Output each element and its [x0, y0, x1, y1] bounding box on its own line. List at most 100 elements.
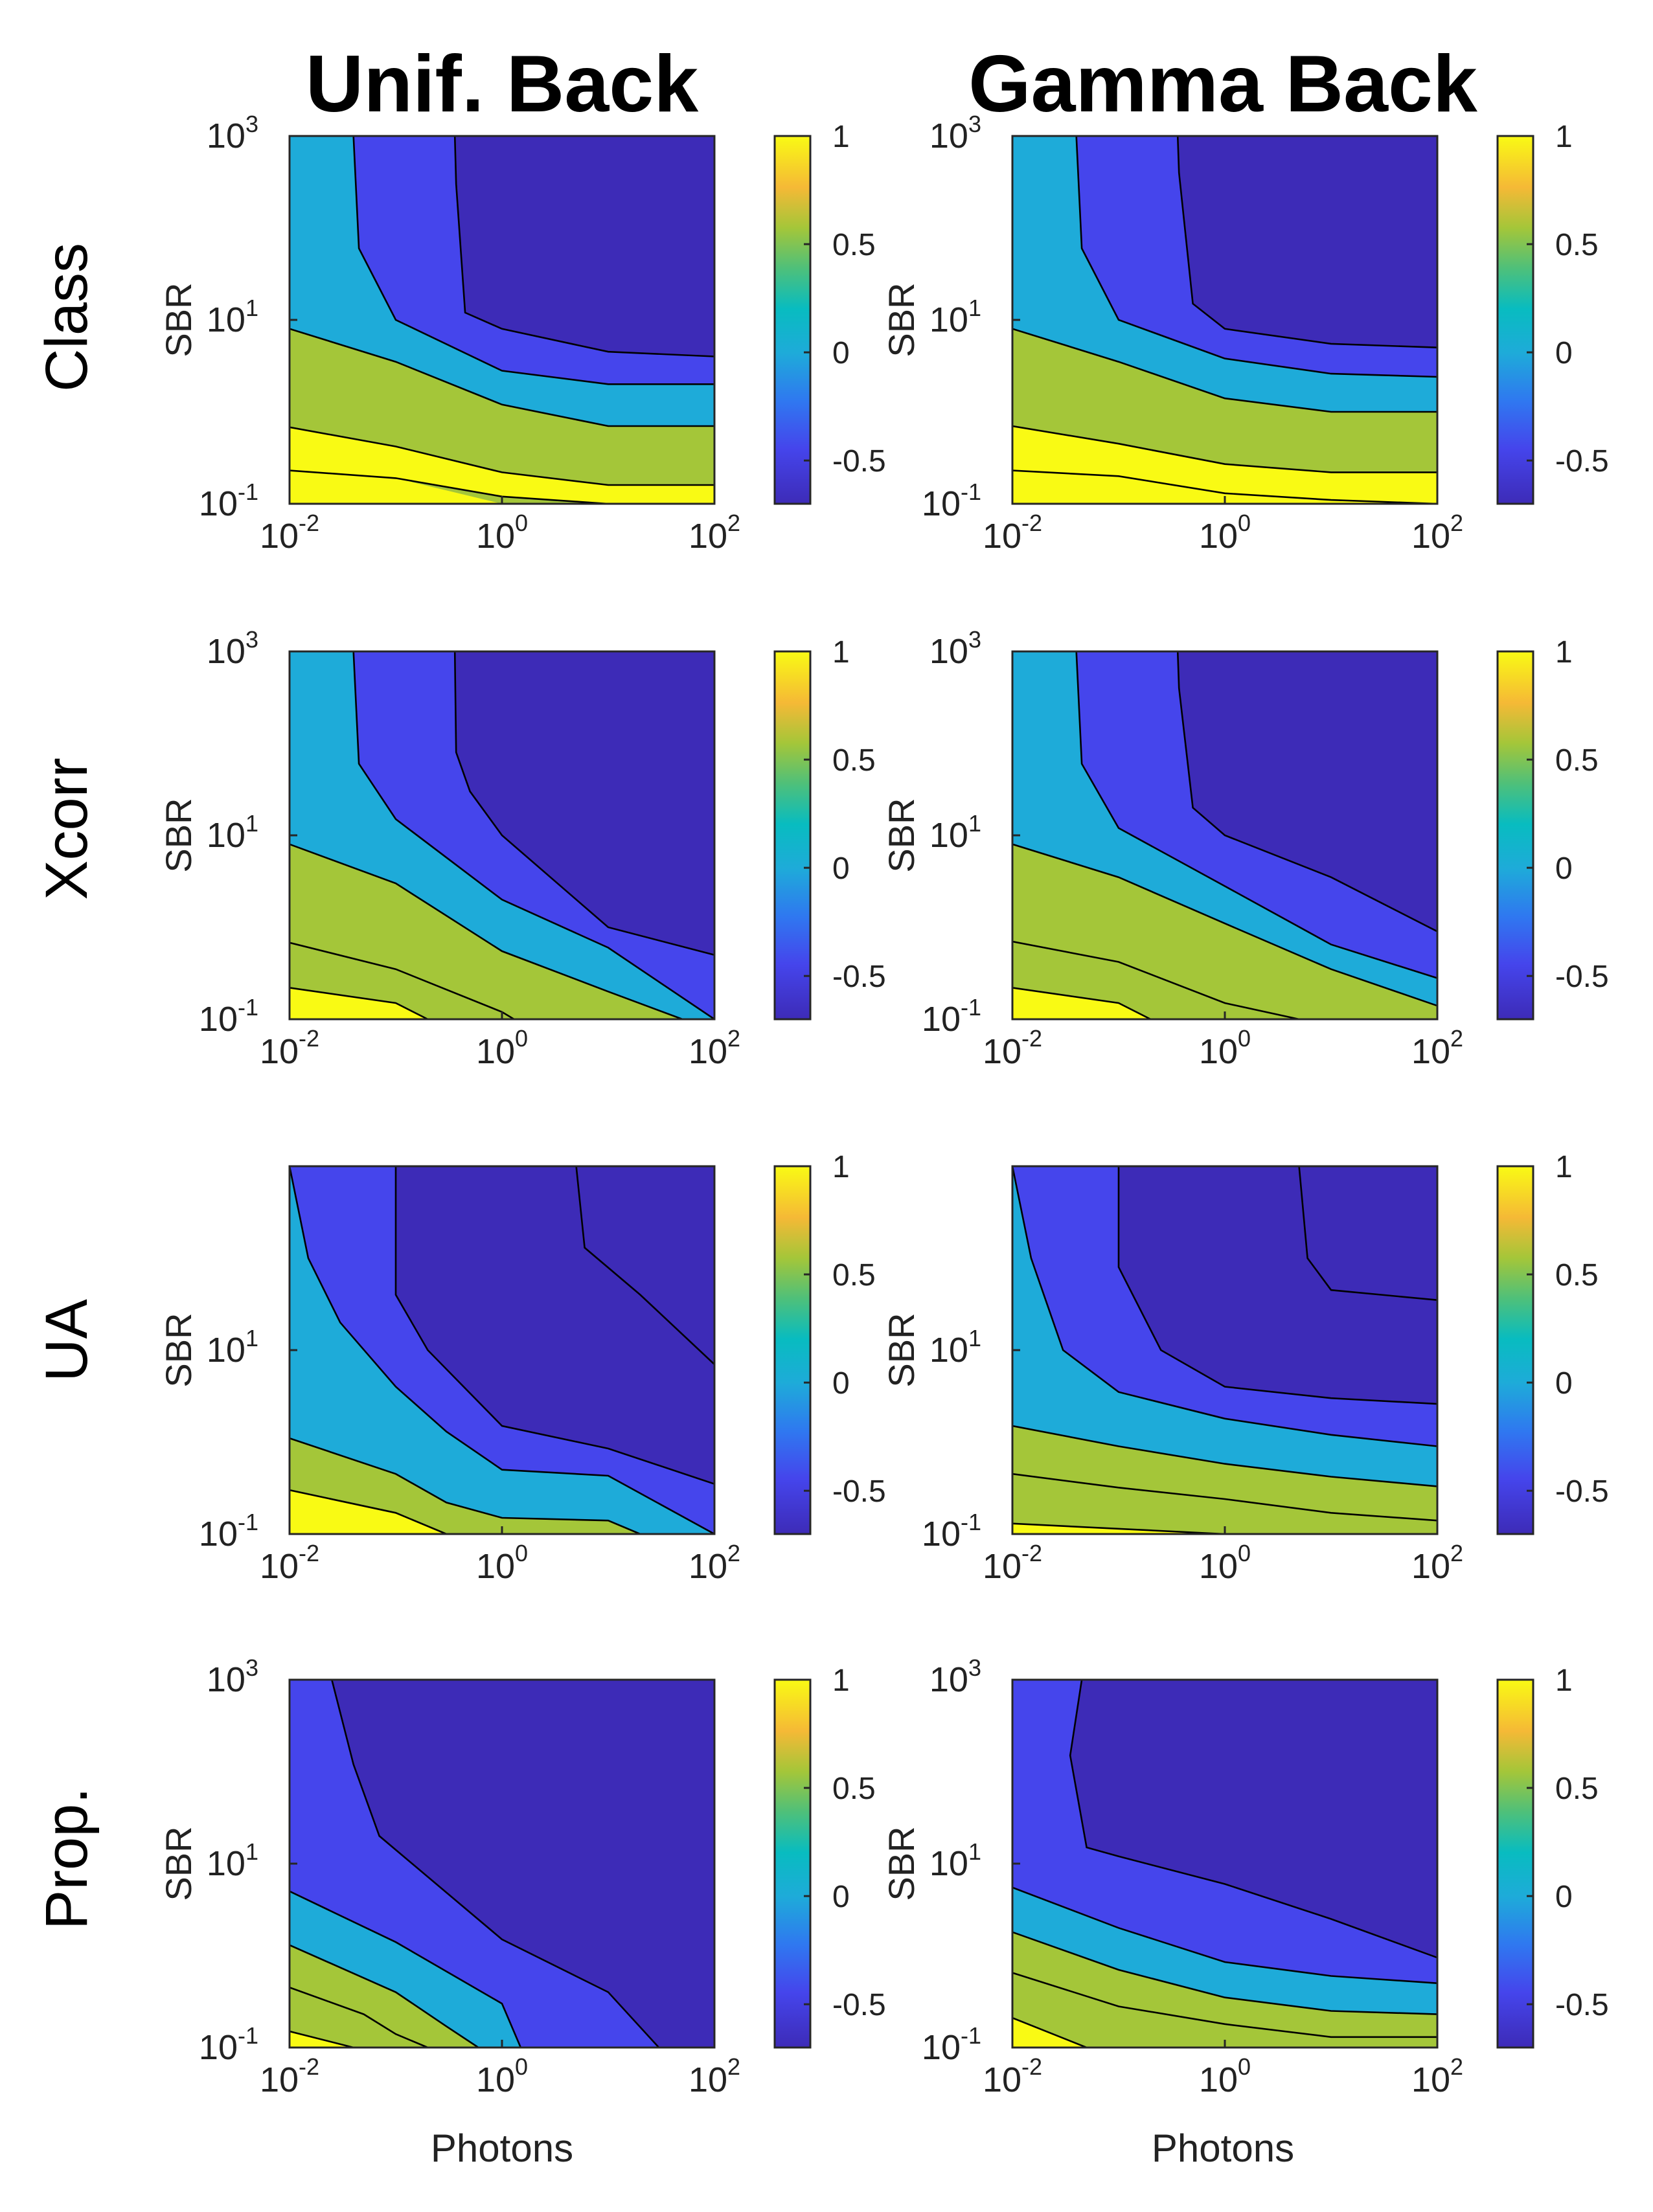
- colorbar: [775, 136, 810, 504]
- y-tick-label: 101: [207, 1325, 258, 1370]
- y-axis-label: SBR: [881, 1313, 922, 1387]
- row-title-ua: UA: [34, 1298, 100, 1381]
- colorbar-tick-label: -0.5: [1555, 960, 1609, 994]
- x-tick-label: 100: [476, 1025, 528, 1071]
- colorbar-tick-label: -0.5: [1555, 444, 1609, 479]
- colorbar-tick-label: 1: [1555, 120, 1573, 154]
- y-axis-label: SBR: [881, 1826, 922, 1901]
- colorbar-frame: [1496, 1165, 1534, 1535]
- x-tick-label: 102: [689, 2053, 740, 2099]
- x-tick-label: 10-2: [983, 510, 1042, 556]
- contour-fills: [1012, 1166, 1437, 1534]
- contour-line: [575, 1166, 714, 1365]
- colorbar-tick-label: -0.5: [832, 444, 886, 479]
- x-tick-label: 102: [1411, 1025, 1463, 1071]
- colorbar: [1498, 651, 1533, 1019]
- colorbar-tick-label: 1: [832, 120, 850, 154]
- contour-fills: [290, 136, 714, 504]
- x-tick-label: 100: [476, 1540, 528, 1586]
- subplot-class-gamma-back: 10-2 100 102 103 101 10-1 SBR 1 0.5 0 -0.5: [881, 111, 1609, 556]
- contour-line: [1012, 328, 1437, 413]
- colorbar-tick-label: 0.5: [1555, 228, 1599, 262]
- row-title-class: Class: [34, 243, 100, 392]
- x-tick-label: 10-2: [983, 1540, 1042, 1586]
- contour-line: [1176, 136, 1437, 348]
- colorbar: [1498, 1680, 1533, 2048]
- subplot-prop-unif-back: 10-2 100 102 103 101 10-1 SBR 1 0.5 0 -0.5: [158, 1654, 886, 2099]
- subplot-xcorr-gamma-back: 10-2 100 102 103 101 10-1 SBR 1 0.5 0 -0.5: [881, 626, 1609, 1071]
- contour-band-level-4: [290, 988, 428, 1019]
- y-axis-label: SBR: [881, 798, 922, 872]
- colorbar-tick-label: 0: [1555, 336, 1573, 370]
- y-tick-label: 103: [929, 111, 981, 155]
- contour-line: [290, 2030, 354, 2048]
- y-tick-label: 10-1: [199, 2022, 258, 2067]
- contour-line: [1012, 1886, 1437, 1984]
- colorbar-tick-label: 0: [1555, 852, 1573, 886]
- colorbar: [775, 1166, 810, 1534]
- contour-band-level-3: [1012, 1972, 1437, 2048]
- colorbar-tick-label: 0: [832, 1880, 850, 1914]
- x-axis-label-left: Photons: [431, 2127, 573, 2170]
- y-tick-label: 103: [929, 1654, 981, 1699]
- y-tick-label: 101: [207, 1838, 258, 1883]
- contour-band-level-4: [1012, 988, 1151, 1019]
- colorbar-tick-label: 1: [1555, 635, 1573, 670]
- y-tick-label: 103: [929, 626, 981, 671]
- colorbar-frame: [1496, 1678, 1534, 2049]
- x-tick-label: 10-2: [260, 1025, 319, 1071]
- colorbar-frame: [773, 1165, 812, 1535]
- colorbar-tick-label: -0.5: [1555, 1988, 1609, 2022]
- colorbar-tick-label: 0: [832, 336, 850, 370]
- contour-band-level-4: [1012, 470, 1437, 504]
- colorbar-tick-label: 0.5: [832, 1772, 876, 1806]
- contour-fills: [290, 651, 714, 1019]
- contour-band-level-4: [290, 470, 502, 504]
- contour-line: [352, 651, 714, 1019]
- contour-line: [290, 1944, 479, 2048]
- contour-band-level-3: [1012, 1474, 1437, 1534]
- colorbar: [775, 651, 810, 1019]
- contour-line: [1069, 1680, 1437, 1959]
- x-tick-label: 10-2: [260, 2053, 319, 2099]
- x-tick-label: 100: [1199, 2053, 1251, 2099]
- colorbar-tick-label: -0.5: [1555, 1474, 1609, 1509]
- subplot-ua-unif-back: 10-2 100 102 101 10-1 SBR 1 0.5 0 -0.5: [158, 1150, 886, 1586]
- colorbar-tick-label: 1: [1555, 1664, 1573, 1698]
- colorbar-tick-label: 1: [832, 1150, 850, 1184]
- contour-line: [290, 426, 714, 486]
- y-axis-label: SBR: [881, 282, 922, 357]
- contour-line: [1012, 1931, 1437, 2015]
- contour-band-level-2: [290, 1166, 714, 1534]
- contour-line: [290, 1986, 428, 2048]
- y-tick-label: 10-1: [922, 1509, 981, 1553]
- y-tick-label: 10-1: [199, 479, 258, 523]
- x-tick-label: 100: [1199, 1025, 1251, 1071]
- y-tick-label: 101: [929, 1325, 981, 1370]
- colorbar-tick-label: -0.5: [832, 1988, 886, 2022]
- y-axis-label: SBR: [158, 1313, 199, 1387]
- colorbar-tick-label: 1: [832, 1664, 850, 1698]
- contour-line: [1075, 651, 1437, 979]
- contour-line: [394, 1166, 714, 1485]
- colorbar-frame: [1496, 650, 1534, 1021]
- y-tick-label: 10-1: [199, 994, 258, 1039]
- y-tick-label: 103: [207, 626, 258, 671]
- contour-line: [1012, 425, 1437, 473]
- colorbar-frame: [773, 1678, 812, 2049]
- contour-fills: [1012, 651, 1437, 1019]
- colorbar: [1498, 136, 1533, 504]
- x-tick-label: 100: [1199, 510, 1251, 556]
- colorbar-tick-label: 1: [1555, 1150, 1573, 1184]
- contour-line: [331, 1680, 660, 2048]
- colorbar-tick-label: -0.5: [832, 960, 886, 994]
- x-tick-label: 102: [689, 1540, 740, 1586]
- colorbar-tick-label: 0.5: [1555, 1258, 1599, 1292]
- contour-line: [290, 1890, 522, 2048]
- colorbar-tick-label: 0: [832, 1366, 850, 1401]
- column-title-unif-back: Unif. Back: [306, 40, 699, 129]
- y-tick-label: 101: [929, 810, 981, 855]
- row-title-xcorr: Xcorr: [34, 758, 100, 900]
- contour-line: [1012, 987, 1151, 1019]
